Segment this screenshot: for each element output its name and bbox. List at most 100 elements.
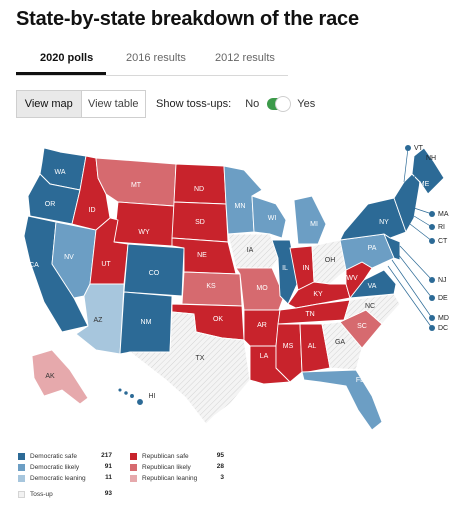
marker-ma[interactable] xyxy=(429,211,435,217)
label-co: CO xyxy=(149,270,160,277)
state-nj-de-md[interactable] xyxy=(383,233,401,261)
label-ne: NE xyxy=(197,252,207,259)
label-ga: GA xyxy=(335,339,345,346)
callout-dc: DC xyxy=(438,325,448,332)
leader-ct xyxy=(409,223,433,242)
state-hi[interactable] xyxy=(117,387,144,406)
label-ca: CA xyxy=(29,262,39,269)
state-nc[interactable] xyxy=(339,293,401,325)
tossup-toggle-switch[interactable] xyxy=(267,96,292,112)
state-ak[interactable] xyxy=(31,349,89,405)
state-nd[interactable] xyxy=(173,163,227,205)
tab-2016-results[interactable]: 2016 results xyxy=(126,52,186,64)
leader-ri xyxy=(413,215,433,228)
leader-dc xyxy=(387,265,433,329)
marker-ct[interactable] xyxy=(429,238,435,244)
tab-2012-results[interactable]: 2012 results xyxy=(215,52,275,64)
state-ny[interactable] xyxy=(339,197,407,241)
legend-rep-leaning: Republican leaning xyxy=(130,474,197,483)
legend-label: Democratic likely xyxy=(30,464,80,471)
legend-label: Democratic leaning xyxy=(30,475,86,482)
state-fl[interactable] xyxy=(301,369,383,431)
state-oh[interactable] xyxy=(311,239,347,285)
leader-nj xyxy=(399,245,433,281)
tossup-no-option[interactable]: No xyxy=(245,98,260,110)
hi-island-3 xyxy=(129,393,135,399)
marker-dc[interactable] xyxy=(429,325,435,331)
state-wy[interactable] xyxy=(113,201,175,247)
marker-md[interactable] xyxy=(429,315,435,321)
label-ak: AK xyxy=(45,373,55,380)
state-mi[interactable] xyxy=(293,195,327,245)
tossup-label: Show toss-ups: xyxy=(156,98,232,110)
page-title: State-by-state breakdown of the race xyxy=(16,8,359,30)
leader-nh xyxy=(411,157,421,187)
legend-label: Democratic safe xyxy=(30,453,77,460)
state-al[interactable] xyxy=(299,323,331,373)
label-sc: SC xyxy=(357,323,367,330)
state-wi[interactable] xyxy=(251,195,287,239)
legend-count-dem-likely: 91 xyxy=(104,463,112,470)
label-il: IL xyxy=(282,265,288,272)
callout-ct: CT xyxy=(438,238,448,245)
leader-de xyxy=(397,253,433,299)
label-nv: NV xyxy=(64,254,74,261)
callout-nh: NH xyxy=(426,155,436,162)
label-tn: TN xyxy=(305,311,314,318)
state-tx[interactable] xyxy=(129,311,251,425)
legend-count-rep-likely: 28 xyxy=(216,463,224,470)
label-wa: WA xyxy=(54,169,65,176)
label-al: AL xyxy=(308,343,317,350)
label-me: ME xyxy=(419,181,430,188)
marker-nj[interactable] xyxy=(429,277,435,283)
callout-md: MD xyxy=(438,315,449,322)
swatch-rep-leaning xyxy=(130,475,137,482)
legend-label: Toss-up xyxy=(30,491,53,498)
label-fl: FL xyxy=(356,377,364,384)
legend-dem-likely: Democratic likely xyxy=(18,463,79,472)
label-id: ID xyxy=(89,207,96,214)
state-ia[interactable] xyxy=(227,233,279,269)
legend-count-rep-safe: 95 xyxy=(216,452,224,459)
callout-ri: RI xyxy=(438,224,445,231)
label-in: IN xyxy=(303,265,310,272)
label-mi: MI xyxy=(310,221,318,228)
view-map-button[interactable]: View map xyxy=(17,91,81,117)
leader-md xyxy=(391,259,433,319)
state-ga[interactable] xyxy=(321,321,363,371)
label-ms: MS xyxy=(283,343,294,350)
swatch-rep-likely xyxy=(130,464,137,471)
label-ar: AR xyxy=(257,322,267,329)
view-toggle: View map View table xyxy=(16,90,146,118)
state-co[interactable] xyxy=(123,243,185,297)
label-mn: MN xyxy=(235,203,246,210)
label-ok: OK xyxy=(213,316,223,323)
marker-vt[interactable] xyxy=(405,145,411,151)
legend-count-rep-leaning: 3 xyxy=(220,474,224,481)
tossup-yes-option[interactable]: Yes xyxy=(297,98,316,110)
marker-ri[interactable] xyxy=(429,224,435,230)
callout-de: DE xyxy=(438,295,448,302)
hi-island-2 xyxy=(123,390,129,396)
legend-count-dem-safe: 217 xyxy=(101,452,112,459)
map-legend: Democratic safe 217 Democratic likely 91… xyxy=(18,452,458,516)
tossup-control: Show toss-ups: No Yes xyxy=(156,90,315,118)
label-nc: NC xyxy=(365,303,375,310)
callout-ma: MA xyxy=(438,211,449,218)
marker-nh[interactable] xyxy=(417,155,423,161)
callout-nj: NJ xyxy=(438,277,447,284)
label-or: OR xyxy=(45,201,56,208)
toggle-knob xyxy=(275,96,292,112)
label-ky: KY xyxy=(313,291,323,298)
view-table-button[interactable]: View table xyxy=(80,91,146,117)
marker-de[interactable] xyxy=(429,295,435,301)
label-oh: OH xyxy=(325,257,336,264)
label-hi: HI xyxy=(149,393,156,400)
legend-dem-safe: Democratic safe xyxy=(18,452,77,461)
us-electoral-map: WA OR CA NV ID MT WY UT CO AZ NM ND SD N… xyxy=(23,145,449,431)
label-tx: TX xyxy=(196,355,205,362)
tab-2020-polls[interactable]: 2020 polls xyxy=(40,52,94,64)
legend-label: Republican leaning xyxy=(142,475,198,482)
results-tabs: 2020 polls 2016 results 2012 results xyxy=(16,44,288,76)
swatch-rep-safe xyxy=(130,453,137,460)
